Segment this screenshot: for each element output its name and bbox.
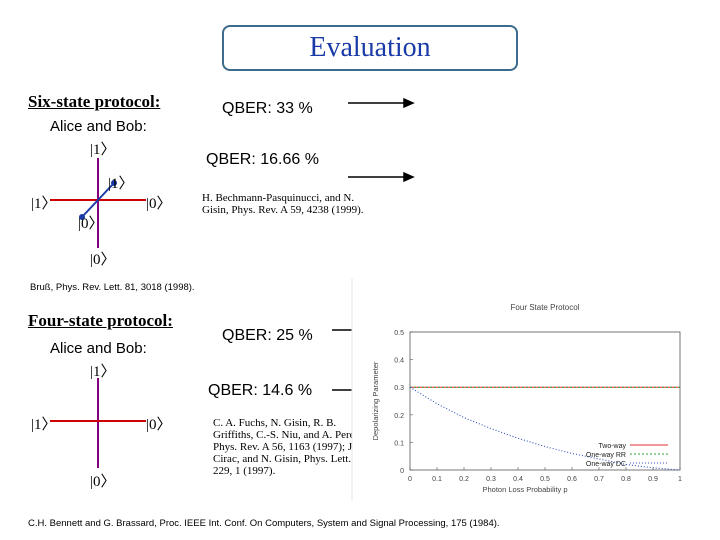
x-tick-label-3: 0.3	[486, 476, 496, 483]
series-line-one-way-dc	[409, 386, 681, 471]
x-tick-label-6: 0.6	[567, 476, 577, 483]
four-state-qber-14: QBER: 14.6 %	[208, 382, 313, 399]
four-state-ket-top: |1〉	[90, 364, 116, 380]
x-tick-label-1: 0.1	[432, 476, 442, 483]
four-state-heading: Four-state protocol:	[28, 311, 173, 330]
four-state-ket-left: |1〉	[31, 417, 57, 433]
y-tick-label-3: 0.3	[394, 385, 404, 392]
six-state-qber-33: QBER: 33 %	[222, 100, 313, 117]
legend-label-2: One-way DC	[586, 461, 626, 468]
six-state-ket-inner-bottom: |0〉	[78, 216, 104, 232]
x-tick-label-9: 0.9	[648, 476, 658, 483]
footer-reference: C.H. Bennett and G. Brassard, Proc. IEEE…	[28, 518, 500, 529]
y-tick-label-2: 0.2	[394, 413, 404, 420]
six-state-diagonal-axis	[81, 182, 115, 218]
x-tick-label-0: 0	[408, 476, 412, 483]
bruss-reference: Bruß, Phys. Rev. Lett. 81, 3018 (1998).	[30, 282, 195, 293]
x-tick-label-7: 0.7	[594, 476, 604, 483]
x-tick-label-4: 0.4	[513, 476, 523, 483]
six-state-diagram	[50, 158, 146, 248]
six-state-marker-lower	[79, 214, 85, 220]
six-state-qber-16: QBER: 16.66 %	[206, 151, 319, 168]
six-state-ket-inner-top: |1〉	[108, 176, 134, 192]
slide-title: Evaluation	[222, 25, 518, 71]
chart-background	[352, 278, 710, 500]
four-state-diagram	[50, 378, 146, 468]
six-state-ket-top: |1〉	[90, 142, 116, 158]
six-state-reference: H. Bechmann-Pasquinucci, and N. Gisin, P…	[202, 192, 364, 216]
y-tick-label-1: 0.1	[394, 440, 404, 447]
x-tick-label-8: 0.8	[621, 476, 631, 483]
y-tick-label-0: 0	[400, 468, 404, 475]
x-tick-label-5: 0.5	[540, 476, 550, 483]
four-state-qber-25: QBER: 25 %	[222, 327, 313, 344]
six-state-marker-upper	[111, 180, 117, 186]
four-state-reference: C. A. Fuchs, N. Gisin, R. B. Griffiths, …	[213, 417, 365, 477]
legend-label-1: One-way RR	[586, 452, 626, 459]
four-state-ket-right: |0〉	[146, 417, 172, 433]
four-state-alice-bob: Alice and Bob:	[50, 340, 147, 357]
legend-label-0: Two-way	[598, 443, 626, 450]
six-state-ket-right: |0〉	[146, 196, 172, 212]
x-tick-label-10: 1	[678, 476, 682, 483]
chart-ylabel: Depolarizing Parameter	[371, 361, 380, 440]
chart-xlabel: Photon Loss Probability p	[482, 485, 567, 494]
chart-title: Four State Protocol	[511, 303, 580, 312]
six-state-ket-bottom: |0〉	[90, 252, 116, 268]
six-state-heading: Six-state protocol:	[28, 92, 161, 111]
x-tick-label-2: 0.2	[459, 476, 469, 483]
y-tick-label-4: 0.4	[394, 358, 404, 365]
six-state-alice-bob: Alice and Bob:	[50, 118, 147, 135]
four-state-ket-bottom: |0〉	[90, 474, 116, 490]
y-tick-label-5: 0.5	[394, 330, 404, 337]
six-state-ket-left: |1〉	[31, 196, 57, 212]
